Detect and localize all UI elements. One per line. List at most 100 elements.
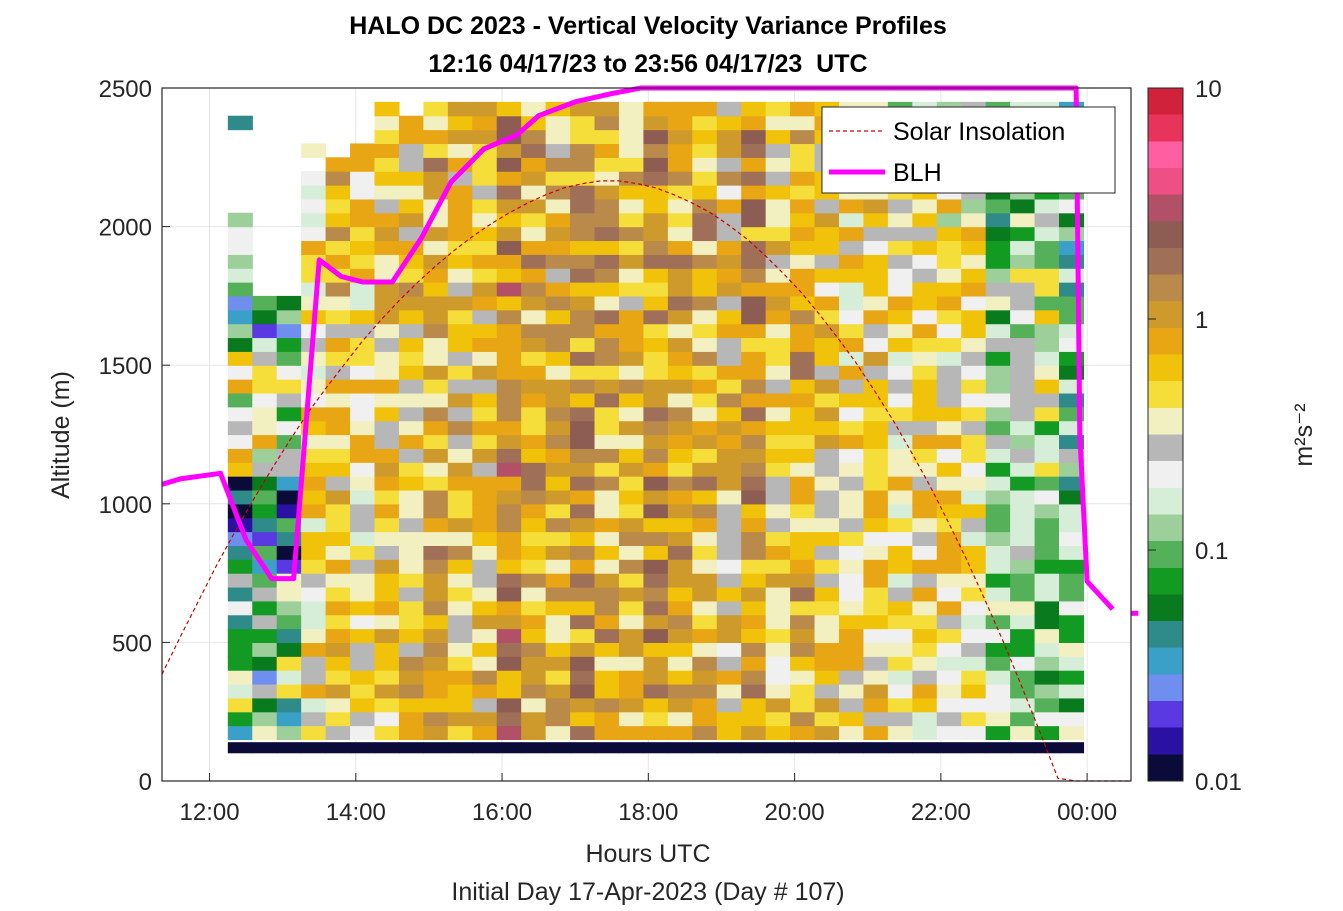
- heatmap-cell: [692, 517, 718, 533]
- heatmap-cell: [252, 309, 278, 325]
- heatmap-cell: [961, 476, 987, 491]
- heatmap-cell: [594, 337, 620, 352]
- plot-frame: [161, 87, 1132, 782]
- heatmap-cell: [716, 656, 742, 671]
- heatmap-cell: [741, 379, 767, 394]
- heatmap-cell: [398, 545, 424, 560]
- heatmap-cell: [545, 309, 571, 325]
- heatmap-cell: [692, 337, 718, 352]
- heatmap-cell: [545, 725, 571, 741]
- heatmap-cell: [545, 254, 571, 269]
- heatmap-cell: [227, 670, 253, 685]
- heatmap-cell: [667, 642, 693, 657]
- heatmap-cell: [985, 323, 1011, 339]
- heatmap-cell: [252, 614, 278, 630]
- heatmap-cell: [765, 323, 791, 339]
- heatmap-cell: [790, 503, 816, 519]
- heatmap-cell: [1010, 295, 1036, 311]
- heatmap-cell: [838, 517, 865, 533]
- heatmap-cell: [496, 309, 522, 325]
- heatmap-cell: [887, 656, 913, 671]
- heatmap-cell: [496, 254, 522, 269]
- heatmap-cell: [1059, 448, 1085, 463]
- heatmap-cell: [447, 531, 473, 546]
- heatmap-cell: [447, 115, 473, 131]
- legend-box: [821, 106, 1116, 194]
- heatmap-cell: [741, 448, 767, 463]
- heatmap-cell: [227, 212, 253, 228]
- heatmap-cell: [570, 323, 596, 339]
- heatmap-cell: [692, 282, 718, 297]
- heatmap-cell: [570, 489, 596, 505]
- heatmap-cell: [472, 115, 498, 131]
- heatmap-cell: [667, 725, 693, 741]
- heatmap-cell: [985, 742, 1011, 754]
- heatmap-cell: [1034, 462, 1060, 477]
- heatmap-cell: [912, 573, 938, 588]
- heatmap-cell: [961, 420, 987, 436]
- heatmap-cell: [961, 351, 987, 366]
- heatmap-cell: [594, 420, 620, 436]
- heatmap-cell: [814, 254, 840, 269]
- heatmap-cell: [374, 697, 400, 713]
- heatmap-cell: [374, 143, 400, 158]
- heatmap-cell: [570, 742, 596, 754]
- heatmap-cell: [496, 282, 522, 297]
- heatmap-cell: [325, 406, 351, 422]
- heatmap-cell: [325, 614, 351, 630]
- heatmap-cell: [374, 295, 400, 311]
- heatmap-cell: [496, 392, 522, 408]
- heatmap-cell: [838, 268, 865, 283]
- heatmap-cell: [301, 212, 327, 228]
- heatmap-cell: [423, 489, 449, 505]
- heatmap-cell: [496, 670, 522, 685]
- heatmap-cell: [374, 573, 400, 588]
- heatmap-cell: [496, 531, 522, 546]
- heatmap-cell: [472, 254, 498, 269]
- heatmap-cell: [814, 517, 840, 533]
- heatmap-cell: [1034, 268, 1060, 283]
- heatmap-cell: [1010, 309, 1036, 325]
- heatmap-cell: [1010, 711, 1036, 727]
- heatmap-cell: [521, 434, 547, 449]
- plot-area[interactable]: [161, 85, 1139, 782]
- heatmap-cell: [936, 212, 962, 228]
- heatmap-cell: [912, 240, 938, 255]
- heatmap-cell: [594, 351, 620, 366]
- heatmap-cell: [716, 642, 742, 657]
- heatmap-cell: [521, 337, 547, 352]
- heatmap-cell: [838, 670, 865, 685]
- heatmap-cell: [1010, 628, 1036, 643]
- heatmap-cell: [741, 157, 767, 172]
- heatmap-cell: [912, 420, 938, 436]
- heatmap-cell: [765, 115, 791, 131]
- heatmap-cell: [936, 434, 962, 449]
- heatmap-cell: [374, 503, 400, 519]
- heatmap-cell: [350, 531, 376, 546]
- heatmap-cell: [545, 531, 571, 546]
- heatmap-cell: [716, 503, 742, 519]
- heatmap-cell: [618, 503, 645, 519]
- heatmap-cell: [863, 614, 889, 630]
- heatmap-cell: [838, 406, 865, 422]
- heatmap-cell: [692, 268, 718, 283]
- heatmap-cell: [1059, 198, 1085, 214]
- heatmap-cell: [912, 212, 938, 228]
- heatmap-cell: [667, 143, 693, 158]
- heatmap-cell: [521, 600, 547, 616]
- heatmap-cell: [1034, 337, 1060, 352]
- heatmap-cell: [692, 683, 718, 699]
- heatmap-cell: [985, 656, 1011, 671]
- heatmap-cell: [863, 226, 889, 242]
- heatmap-cell: [936, 600, 962, 616]
- heatmap-cell: [1059, 586, 1085, 602]
- heatmap-cell: [814, 711, 840, 727]
- heatmap-cell: [227, 573, 253, 588]
- heatmap-cell: [1010, 462, 1036, 477]
- heatmap-cell: [325, 337, 351, 352]
- legend[interactable]: Solar Insolation BLH: [821, 106, 1116, 194]
- heatmap-cell: [936, 226, 962, 242]
- heatmap-cell: [227, 365, 253, 380]
- heatmap-cell: [1059, 600, 1085, 616]
- heatmap-cell: [227, 559, 253, 574]
